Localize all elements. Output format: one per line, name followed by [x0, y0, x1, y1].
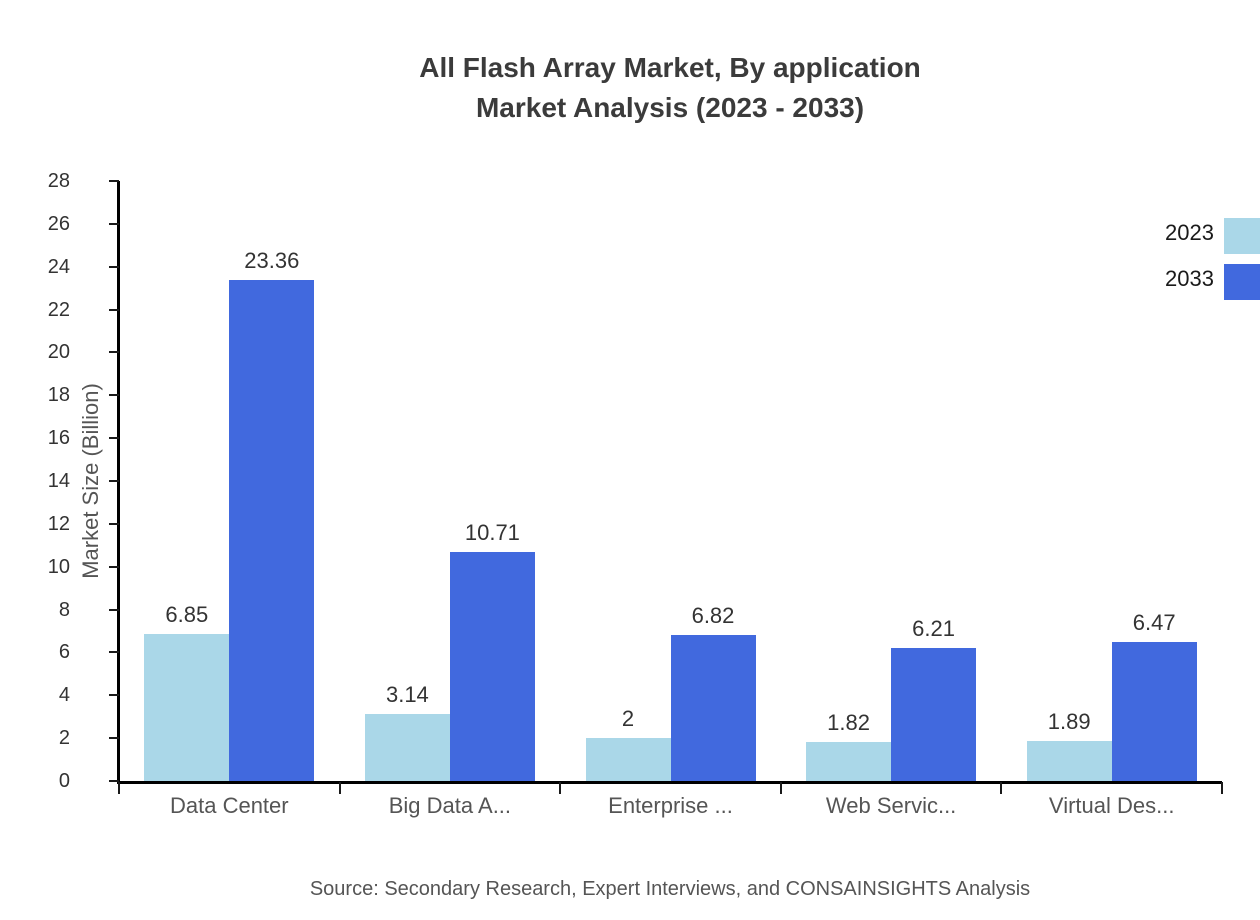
- y-axis-tick-label: 12: [47, 512, 70, 535]
- bar-value-label: 1.89: [1047, 708, 1091, 734]
- x-axis-tick: [1221, 782, 1223, 794]
- bar[interactable]: [364, 713, 450, 781]
- bar[interactable]: [1026, 740, 1112, 781]
- y-axis-tick-label: 14: [47, 470, 70, 492]
- x-axis-category-label: Enterprise ...: [608, 793, 733, 818]
- bar[interactable]: [229, 280, 315, 781]
- y-axis-tick-label: 0: [58, 770, 70, 792]
- legend-label: 2033: [1165, 266, 1214, 291]
- x-axis-category-label: Data Center: [169, 793, 289, 818]
- bar-value-label: 6.82: [691, 602, 735, 628]
- x-axis-tick: [779, 782, 782, 794]
- x-axis-tick: [338, 782, 341, 794]
- bar[interactable]: [670, 634, 756, 781]
- x-axis-category-label: Web Servic...: [825, 793, 957, 818]
- y-axis-tick-label: 24: [47, 255, 70, 278]
- y-axis-tick-label: 18: [47, 384, 70, 407]
- y-axis-tick-label: 26: [47, 212, 70, 235]
- y-axis-tick: [109, 180, 119, 182]
- x-axis-category-label: Virtual Des...: [1048, 793, 1175, 818]
- chart-legend: 2023 2033: [1100, 218, 1260, 310]
- bar-value-label: 6.85: [165, 602, 209, 628]
- y-axis-tick-label: 2: [58, 727, 70, 750]
- legend-label: 2023: [1165, 220, 1214, 245]
- chart-title-line-2: Market Analysis (2023 - 2033): [475, 92, 865, 123]
- y-axis-title: Market Size (Billion): [78, 383, 103, 579]
- x-axis-tick: [118, 782, 120, 794]
- bar-value-label: 2: [621, 706, 635, 732]
- x-axis-tick: [1000, 782, 1003, 794]
- y-axis-tick: [109, 480, 119, 482]
- legend-item[interactable]: 2033: [1100, 264, 1260, 310]
- bar-value-label: 10.71: [464, 519, 520, 545]
- bar[interactable]: [806, 742, 892, 781]
- chart-title: All Flash Array Market, By application M…: [0, 48, 1260, 128]
- x-axis-category-label: Big Data A...: [388, 793, 512, 818]
- y-axis-tick-label: 10: [47, 555, 70, 578]
- y-axis-tick: [109, 222, 119, 225]
- y-axis-tick: [109, 522, 119, 525]
- legend-color-swatch: [1224, 218, 1260, 254]
- bar[interactable]: [891, 647, 977, 781]
- bar-value-label: 3.14: [385, 681, 429, 707]
- x-axis-tick: [559, 782, 562, 794]
- y-axis-tick: [109, 651, 119, 654]
- y-axis-tick: [109, 608, 119, 611]
- y-axis-tick: [109, 694, 119, 697]
- bar[interactable]: [1111, 642, 1197, 781]
- y-axis-tick-label: 6: [58, 641, 70, 664]
- bar-value-label: 1.82: [827, 710, 871, 735]
- y-axis-tick: [109, 265, 119, 268]
- bar[interactable]: [449, 551, 535, 781]
- y-axis-tick: [109, 308, 119, 311]
- bar[interactable]: [144, 634, 230, 781]
- plot-area: 0 2 4 6 8 10 12 14 16 18 20 22 24 26 28 6.85 23.36 3.14 1…: [48, 170, 1223, 818]
- y-axis-tick: [109, 565, 119, 568]
- bar-value-label: 6.21: [912, 615, 956, 641]
- y-axis-tick-label: 4: [58, 684, 70, 707]
- chart-title-line-1: All Flash Array Market, By application: [419, 52, 921, 83]
- y-axis-tick: [109, 394, 119, 397]
- y-axis-tick-label: 20: [47, 341, 70, 364]
- bar[interactable]: [585, 738, 671, 781]
- y-axis-tick: [109, 737, 119, 740]
- y-axis-tick-label: 22: [47, 298, 70, 321]
- bar-value-label: 6.47: [1132, 610, 1176, 636]
- y-axis-tick-label: 16: [47, 427, 70, 450]
- y-axis-tick: [109, 351, 119, 354]
- y-axis-tick: [109, 437, 119, 440]
- x-axis-line: [117, 781, 1222, 784]
- y-axis-tick-label: 28: [47, 170, 70, 192]
- y-axis-tick-label: 8: [58, 598, 70, 621]
- bar-value-label: 23.36: [244, 248, 300, 274]
- legend-item[interactable]: 2023: [1100, 218, 1260, 264]
- y-axis-tick: [109, 780, 119, 782]
- source-note: Source: Secondary Research, Expert Inter…: [309, 878, 1031, 900]
- legend-color-swatch: [1224, 264, 1260, 300]
